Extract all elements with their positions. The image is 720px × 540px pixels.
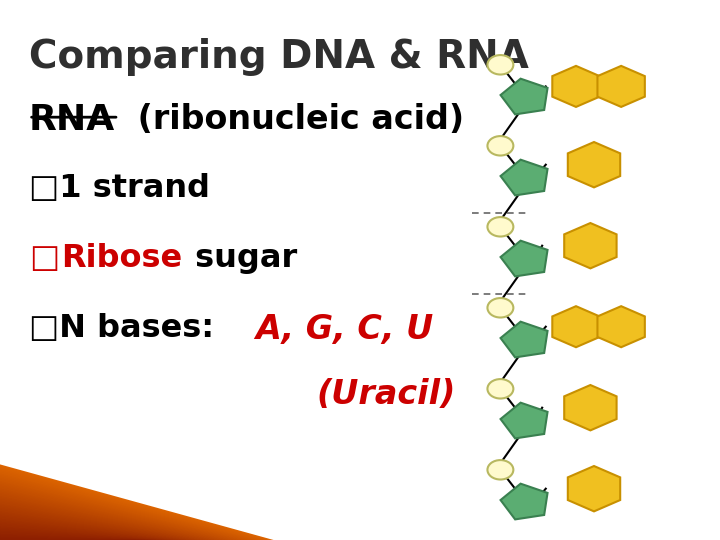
Polygon shape [0,522,170,540]
Polygon shape [0,478,249,540]
Polygon shape [0,496,216,540]
Polygon shape [0,493,222,540]
Polygon shape [564,223,616,268]
Text: □1 strand: □1 strand [29,173,210,204]
Polygon shape [0,505,199,540]
Polygon shape [0,532,150,540]
Polygon shape [0,504,202,540]
Polygon shape [552,66,600,107]
Polygon shape [0,531,153,540]
Polygon shape [0,491,225,540]
Polygon shape [552,306,600,347]
Polygon shape [500,322,547,357]
Polygon shape [0,502,205,540]
Polygon shape [0,483,240,540]
Polygon shape [0,537,143,540]
Polygon shape [0,472,260,540]
Polygon shape [0,490,227,540]
Polygon shape [500,160,547,195]
Polygon shape [598,306,645,347]
Polygon shape [0,513,186,540]
Polygon shape [0,476,252,540]
Polygon shape [0,507,197,540]
Text: A, G, C, U: A, G, C, U [256,313,434,346]
Polygon shape [0,521,172,540]
Polygon shape [0,511,189,540]
Polygon shape [0,523,167,540]
Polygon shape [0,529,156,540]
Polygon shape [0,466,271,540]
Polygon shape [0,470,263,540]
Polygon shape [0,499,211,540]
Polygon shape [568,142,620,187]
Polygon shape [0,489,230,540]
Text: Ribose: Ribose [61,243,182,274]
Text: (ribonucleic acid): (ribonucleic acid) [126,103,464,136]
Polygon shape [0,495,219,540]
Polygon shape [0,534,148,540]
Polygon shape [0,475,254,540]
Polygon shape [0,464,274,540]
Polygon shape [500,79,547,114]
Polygon shape [0,498,213,540]
Text: □N bases:: □N bases: [29,313,225,344]
Polygon shape [500,241,547,276]
Polygon shape [0,538,140,540]
Circle shape [487,136,513,156]
Circle shape [487,55,513,75]
Text: RNA: RNA [29,103,115,137]
Polygon shape [0,519,175,540]
Polygon shape [568,466,620,511]
Polygon shape [0,510,192,540]
Circle shape [487,298,513,318]
Polygon shape [0,469,266,540]
Polygon shape [0,468,268,540]
Polygon shape [0,517,178,540]
Polygon shape [0,516,181,540]
Polygon shape [0,525,164,540]
Polygon shape [0,487,233,540]
Circle shape [487,379,513,399]
Polygon shape [0,536,145,540]
Text: □: □ [29,243,59,274]
Polygon shape [0,484,238,540]
Polygon shape [0,514,184,540]
Polygon shape [598,66,645,107]
Polygon shape [0,528,158,540]
Text: (Uracil): (Uracil) [317,378,456,411]
Polygon shape [0,508,194,540]
Text: sugar: sugar [184,243,297,274]
Polygon shape [0,485,235,540]
Polygon shape [0,501,208,540]
Polygon shape [0,480,246,540]
Polygon shape [0,474,257,540]
Circle shape [487,460,513,480]
Polygon shape [564,385,616,430]
Circle shape [487,217,513,237]
Polygon shape [0,481,243,540]
Polygon shape [0,526,161,540]
Polygon shape [500,484,547,519]
Polygon shape [500,403,547,438]
Text: Comparing DNA & RNA: Comparing DNA & RNA [29,38,528,76]
